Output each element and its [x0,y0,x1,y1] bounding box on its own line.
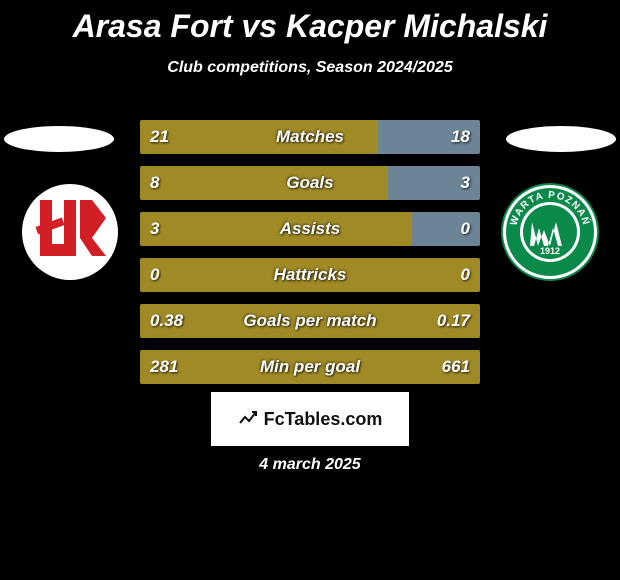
player2-ellipse [506,126,616,152]
player2-name: Kacper Michalski [286,8,547,44]
player1-name: Arasa Fort [73,8,233,44]
lks-logo-icon [20,182,120,282]
club-right-badge: WARTA POZNAŃ 1912 [500,182,600,282]
bar-row: 281661Min per goal [140,350,480,384]
chart-icon [238,409,258,429]
bar-row: 0.380.17Goals per match [140,304,480,338]
page-title: Arasa Fort vs Kacper Michalski [0,0,620,45]
club-right-year: 1912 [540,246,560,256]
comparison-infographic: Arasa Fort vs Kacper Michalski Club comp… [0,0,620,580]
bar-label: Assists [140,212,480,246]
vs-text: vs [242,8,278,44]
comparison-bars: 2118Matches 83Goals 30Assists 00Hattricks 0.… [140,120,480,396]
bar-label: Min per goal [140,350,480,384]
bar-row: 83Goals [140,166,480,200]
club-left-badge [20,182,120,282]
brand-badge: FcTables.com [211,392,409,446]
bar-row: 30Assists [140,212,480,246]
bar-row: 2118Matches [140,120,480,154]
bar-label: Hattricks [140,258,480,292]
bar-label: Goals per match [140,304,480,338]
player1-ellipse [4,126,114,152]
bar-label: Matches [140,120,480,154]
brand-text: FcTables.com [264,409,383,430]
date-text: 4 march 2025 [0,456,620,474]
bar-row: 00Hattricks [140,258,480,292]
subtitle: Club competitions, Season 2024/2025 [0,59,620,77]
bar-label: Goals [140,166,480,200]
warta-poznan-logo-icon: WARTA POZNAŃ 1912 [500,182,600,282]
